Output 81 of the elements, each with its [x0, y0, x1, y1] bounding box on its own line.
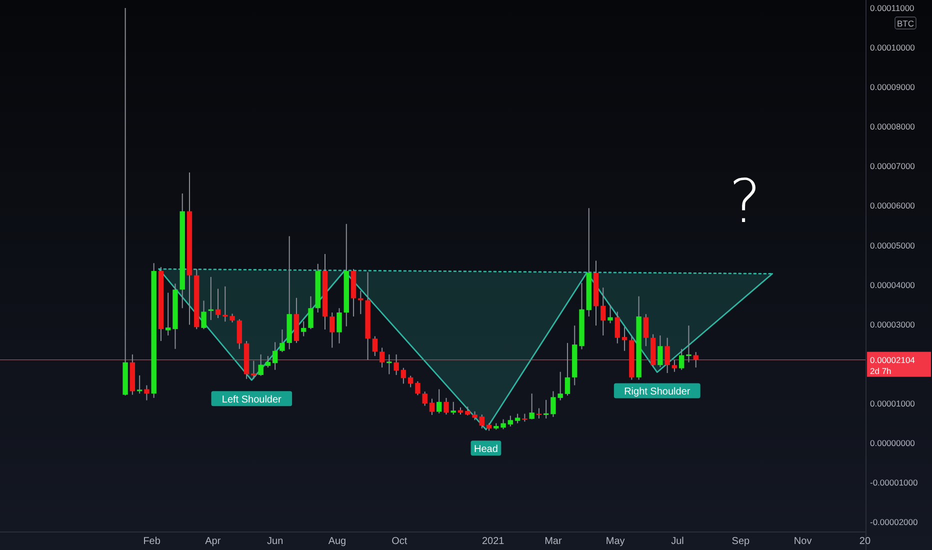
candlestick — [564, 342, 570, 396]
annotation: ? — [729, 167, 761, 237]
candlestick — [678, 348, 684, 370]
y-tick-label: 0.00001000 — [870, 398, 916, 408]
candlestick — [408, 375, 414, 388]
candlestick — [394, 354, 399, 376]
candlestick — [444, 397, 449, 416]
x-tick-label: May — [606, 536, 625, 547]
candlestick — [558, 371, 563, 401]
candlestick — [208, 276, 214, 321]
candlestick — [436, 388, 442, 414]
candlestick — [543, 399, 549, 419]
y-tick-label: 0.00006000 — [870, 200, 916, 211]
candlestick — [144, 384, 150, 401]
y-tick-label: 0.00000000 — [870, 438, 916, 448]
text: 2d 7h — [870, 366, 892, 376]
candlestick — [643, 314, 649, 347]
x-tick-label: Apr — [205, 536, 222, 547]
candlestick — [301, 320, 306, 337]
y-tick-label: 0.00010000 — [870, 42, 916, 53]
candlestick — [600, 287, 606, 336]
candlestick — [622, 326, 628, 352]
candlestick — [693, 352, 698, 368]
annotation: Right Shoulder — [624, 386, 691, 398]
candlestick — [508, 415, 514, 427]
candlestick — [272, 342, 278, 370]
x-tick-label: Jun — [267, 536, 284, 547]
candlestick — [201, 300, 206, 330]
y-tick-label: -0.00002000 — [870, 517, 918, 528]
x-tick-label: Aug — [328, 536, 346, 547]
x-tick-label: Feb — [143, 536, 161, 547]
y-tick-label: 0.00008000 — [870, 122, 916, 132]
candlestick — [265, 356, 271, 368]
ref-line-label: 0.00002104 — [870, 354, 916, 365]
candlestick — [251, 360, 256, 380]
candlestick — [358, 290, 364, 315]
annotation: Head — [474, 444, 498, 456]
candlestick — [415, 380, 420, 396]
x-tick-label: Nov — [794, 536, 812, 547]
candlestick — [379, 347, 385, 368]
x-tick-label: Mar — [544, 536, 562, 547]
candlestick — [330, 312, 335, 348]
y-tick-label: 0.00003000 — [870, 319, 916, 330]
x-tick-label: Sep — [732, 536, 750, 547]
candlestick — [658, 334, 663, 368]
candlestick — [215, 288, 221, 319]
candlestick — [529, 393, 534, 420]
candlestick — [400, 367, 406, 384]
candlestick — [136, 374, 142, 394]
y-tick-label: -0.00001000 — [870, 478, 918, 488]
candlestick — [608, 304, 613, 324]
candlestick — [372, 336, 378, 357]
candlestick — [429, 398, 435, 416]
y-tick-label: 0.00009000 — [870, 82, 916, 92]
x-tick-label: Oct — [392, 536, 408, 547]
candlestick — [336, 308, 342, 344]
candlestick — [122, 8, 128, 396]
candlestick — [166, 292, 171, 336]
candlestick — [479, 414, 485, 429]
candlestick — [614, 311, 620, 344]
candlestick — [550, 390, 556, 418]
x-tick-label: 2021 — [482, 536, 505, 547]
candlestick — [664, 337, 670, 374]
candlestick — [308, 296, 314, 330]
candlestick — [514, 413, 520, 424]
annotation: Left Shoulder — [222, 394, 282, 406]
y-tick-label: 0.00007000 — [870, 161, 916, 172]
candlestick — [236, 318, 242, 350]
candlestick — [450, 401, 456, 416]
y-tick-label: 0.00011000 — [870, 2, 915, 13]
y-tick-label: 0.00004000 — [870, 280, 916, 290]
y-axis-title: BTC — [897, 18, 914, 28]
candlestick — [386, 354, 392, 375]
y-tick-label: 0.00005000 — [870, 240, 916, 250]
x-tick-label: 20 — [859, 536, 871, 547]
candlestick — [280, 329, 285, 353]
candlestick — [672, 359, 678, 372]
candlestick — [686, 325, 692, 363]
candlestick — [422, 391, 428, 406]
x-tick-label: Jul — [671, 536, 684, 547]
candlestick — [258, 354, 264, 376]
